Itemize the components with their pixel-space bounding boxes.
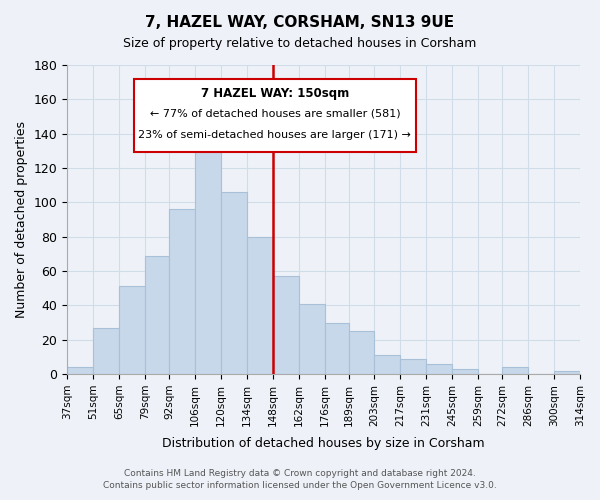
Bar bbox=[374, 355, 400, 374]
Text: Contains HM Land Registry data © Crown copyright and database right 2024.
Contai: Contains HM Land Registry data © Crown c… bbox=[103, 468, 497, 490]
Bar bbox=[119, 286, 145, 374]
Text: 7 HAZEL WAY: 150sqm: 7 HAZEL WAY: 150sqm bbox=[201, 86, 349, 100]
Bar bbox=[195, 134, 221, 374]
Bar bbox=[67, 367, 93, 374]
Bar bbox=[502, 367, 528, 374]
Text: 7, HAZEL WAY, CORSHAM, SN13 9UE: 7, HAZEL WAY, CORSHAM, SN13 9UE bbox=[145, 15, 455, 30]
Bar bbox=[349, 331, 374, 374]
Bar bbox=[145, 256, 169, 374]
Y-axis label: Number of detached properties: Number of detached properties bbox=[15, 121, 28, 318]
Bar bbox=[272, 276, 299, 374]
Text: ← 77% of detached houses are smaller (581): ← 77% of detached houses are smaller (58… bbox=[149, 108, 400, 118]
Bar bbox=[325, 322, 349, 374]
Bar bbox=[427, 364, 452, 374]
Bar bbox=[221, 192, 247, 374]
X-axis label: Distribution of detached houses by size in Corsham: Distribution of detached houses by size … bbox=[162, 437, 485, 450]
Bar bbox=[299, 304, 325, 374]
Bar bbox=[169, 209, 195, 374]
Text: 23% of semi-detached houses are larger (171) →: 23% of semi-detached houses are larger (… bbox=[139, 130, 411, 140]
Text: Size of property relative to detached houses in Corsham: Size of property relative to detached ho… bbox=[124, 38, 476, 51]
Bar bbox=[554, 370, 580, 374]
Bar bbox=[93, 328, 119, 374]
FancyBboxPatch shape bbox=[134, 79, 416, 152]
Bar bbox=[247, 236, 272, 374]
Bar bbox=[452, 369, 478, 374]
Bar bbox=[400, 358, 427, 374]
